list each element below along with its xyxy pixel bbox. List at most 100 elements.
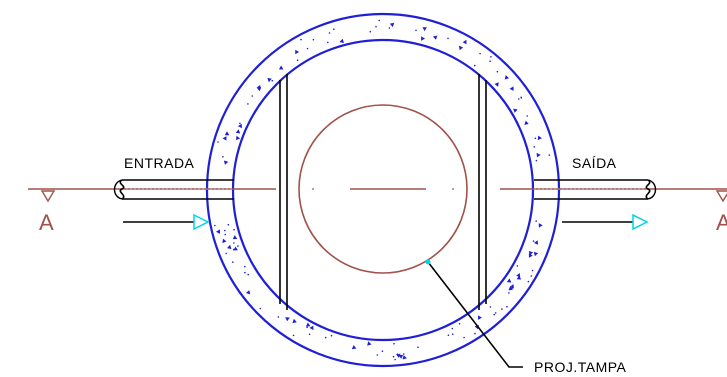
hatch-triangle xyxy=(536,152,541,158)
hatch-dot xyxy=(518,98,520,100)
hatch-triangle xyxy=(524,120,529,125)
hatch-dot xyxy=(417,346,419,349)
hatch-dot xyxy=(530,275,533,277)
hatch-dot xyxy=(388,27,391,29)
hatch-dot xyxy=(496,70,499,73)
hatch-dot xyxy=(403,353,405,355)
hatch-dot xyxy=(489,306,492,308)
section-label-left: A xyxy=(39,210,54,235)
inlet-arrow-head xyxy=(193,213,210,231)
hatch-dot xyxy=(306,326,308,329)
hatch-dot xyxy=(224,229,226,232)
hatch-triangle xyxy=(278,65,284,70)
hatch-triangle xyxy=(478,315,482,320)
hatch-triangle xyxy=(513,108,518,113)
hatch-dot xyxy=(516,265,519,267)
hatch-dot xyxy=(479,52,481,55)
inlet-pipe-break xyxy=(119,179,125,200)
cover-projection xyxy=(298,104,468,274)
hatch-dot xyxy=(277,316,280,318)
outlet-label: SAÍDA xyxy=(572,155,617,171)
hatch-dot xyxy=(312,38,315,41)
hatch-dot xyxy=(244,265,246,268)
hatch-triangle xyxy=(235,135,241,141)
hatch-dot xyxy=(508,292,510,294)
hatch-dot xyxy=(532,240,535,242)
hatch-dot xyxy=(233,228,235,231)
hatch-triangle xyxy=(339,38,344,44)
centerline-dot-left xyxy=(312,188,314,190)
hatch-triangle xyxy=(223,160,229,165)
hatch-triangle xyxy=(222,238,227,243)
hatch-dot xyxy=(375,25,377,28)
hatch-dot xyxy=(232,248,235,251)
hatch-dot xyxy=(327,41,329,44)
hatch-triangle xyxy=(516,275,522,280)
hatch-dot xyxy=(217,141,219,143)
hatch-dot xyxy=(308,333,311,336)
hatch-dot xyxy=(548,154,551,156)
hatch-triangle xyxy=(509,284,514,289)
hatch-dot xyxy=(300,38,302,41)
outlet-pipe-break-arc xyxy=(647,179,657,200)
hatch-dot xyxy=(271,79,274,82)
hatch-dot xyxy=(247,103,249,105)
outlet-pipe xyxy=(534,179,657,200)
hatch-dot xyxy=(415,29,417,32)
hatch-triangle xyxy=(227,244,232,250)
hatch-dot xyxy=(227,223,230,226)
tank-wall xyxy=(205,0,561,368)
hatch-dot xyxy=(232,261,234,263)
hatch-dot xyxy=(239,122,241,125)
hatch-dot xyxy=(286,317,289,320)
inlet-label: ENTRADA xyxy=(124,155,195,171)
wall-concrete-fill xyxy=(206,0,560,191)
hatch-dot xyxy=(244,271,246,274)
hatch-triangle xyxy=(533,251,539,257)
hatch-triangle xyxy=(462,39,467,45)
hatch-triangle xyxy=(222,136,227,141)
hatch-triangle xyxy=(504,75,509,80)
hatch-dot xyxy=(527,280,530,283)
hatch-dot xyxy=(474,332,476,335)
hatch-triangle xyxy=(494,82,499,87)
hatch-dot xyxy=(526,115,528,117)
hatch-dot xyxy=(378,19,381,22)
outlet-arrow-head xyxy=(632,213,649,231)
hatch-dot xyxy=(451,327,454,330)
hatch-triangle xyxy=(305,322,311,327)
hatch-triangle xyxy=(267,77,272,83)
hatch-dot xyxy=(222,156,224,158)
hatch-triangle xyxy=(233,246,238,251)
hatch-dot xyxy=(533,146,536,148)
hatch-dot xyxy=(447,37,449,40)
hatch-dot xyxy=(494,312,497,314)
section-marker-right xyxy=(715,190,727,203)
hatch-dot xyxy=(324,336,327,339)
hatch-triangle xyxy=(245,290,251,295)
hatch-triangle xyxy=(506,278,512,283)
hatch-dot xyxy=(493,313,496,316)
baffles xyxy=(279,74,487,310)
hatch-triangle xyxy=(295,49,300,55)
hatch-triangle xyxy=(398,354,404,359)
hatch-triangle xyxy=(458,45,464,51)
hatch-dot xyxy=(369,30,372,33)
hatch-triangle xyxy=(422,27,427,32)
hatch-dot xyxy=(237,245,239,247)
cover-leader xyxy=(425,259,523,368)
hatch-triangle xyxy=(292,318,297,324)
inlet-pipe xyxy=(113,179,234,200)
hatch-triangle xyxy=(367,341,372,346)
hatch-dot xyxy=(392,355,395,358)
inlet-pipe-break-arc xyxy=(113,179,123,200)
hatch-triangle xyxy=(235,129,241,134)
inlet-flow-arrow xyxy=(123,213,210,231)
hatch-triangle xyxy=(309,325,314,331)
hatch-triangle xyxy=(509,86,514,91)
outlet-flow-arrow xyxy=(562,213,649,231)
hatch-dot xyxy=(535,220,537,222)
hatch-triangle xyxy=(402,355,407,360)
hatch-dot xyxy=(531,269,534,272)
